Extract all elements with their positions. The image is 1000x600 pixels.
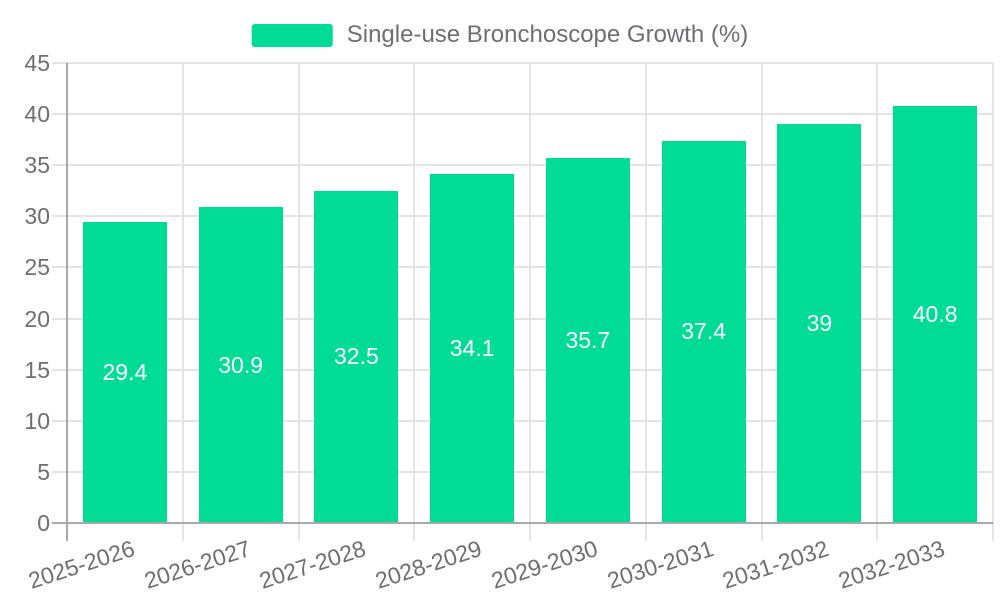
- y-axis-line: [66, 63, 68, 541]
- x-axis-line: [52, 522, 993, 524]
- bar-value-label: 39: [806, 310, 833, 337]
- x-axis-tick-label: 2029-2030: [487, 535, 601, 594]
- y-gridline: [52, 113, 993, 116]
- bar: 37.4: [661, 140, 746, 523]
- y-axis-tick-label: 35: [24, 152, 50, 179]
- y-gridline: [52, 368, 993, 371]
- legend-item[interactable]: Single-use Bronchoscope Growth (%): [251, 21, 749, 49]
- y-axis-tick-label: 20: [24, 305, 50, 332]
- y-gridline: [52, 470, 993, 473]
- x-axis-tick-label: 2028-2029: [372, 535, 485, 594]
- bar-value-label: 40.8: [912, 300, 958, 327]
- x-axis-tick-label: 2025-2026: [24, 535, 138, 594]
- x-axis-tick-label: 2032-2033: [835, 535, 948, 594]
- bar-value-label: 34.1: [449, 335, 495, 362]
- bar: 34.1: [430, 174, 515, 523]
- x-gridline: [760, 63, 763, 541]
- bar-value-label: 37.4: [681, 318, 726, 345]
- bar: 32.5: [314, 190, 399, 523]
- y-axis-tick-label: 45: [24, 50, 50, 76]
- bar-value-label: 29.4: [102, 359, 148, 386]
- y-gridline: [52, 317, 993, 320]
- y-gridline: [52, 62, 993, 64]
- y-gridline: [52, 419, 993, 422]
- y-axis-tick-label: 10: [24, 407, 50, 434]
- bar: 35.7: [545, 158, 630, 523]
- x-axis-tick-label: 2031-2032: [719, 535, 833, 594]
- bar: 40.8: [893, 105, 978, 523]
- y-axis-tick-label: 40: [24, 101, 50, 128]
- x-axis-tick-label: 2030-2031: [603, 535, 717, 594]
- y-axis-tick-label: 15: [24, 356, 50, 383]
- bar-value-label: 32.5: [333, 343, 379, 370]
- legend-label: Single-use Bronchoscope Growth (%): [346, 21, 749, 48]
- x-gridline: [644, 63, 647, 541]
- bar: 30.9: [198, 207, 283, 523]
- y-gridline: [52, 215, 993, 218]
- y-axis-tick-label: 0: [37, 510, 50, 536]
- bar: 29.4: [82, 222, 167, 523]
- y-axis-tick-label: 30: [24, 203, 50, 230]
- x-gridline: [297, 63, 300, 541]
- x-axis-tick-label: 2026-2027: [140, 535, 254, 594]
- y-axis-tick-label: 25: [24, 254, 50, 281]
- bar: 39: [777, 124, 862, 523]
- legend-swatch: [251, 23, 333, 47]
- x-gridline: [876, 63, 879, 541]
- x-axis-tick-label: 2027-2028: [256, 535, 370, 594]
- x-gridline: [413, 63, 416, 541]
- x-gridline: [992, 63, 994, 541]
- x-gridline: [181, 63, 184, 541]
- y-gridline: [52, 266, 993, 269]
- bar-value-label: 35.7: [565, 327, 611, 354]
- y-gridline: [52, 164, 993, 167]
- y-axis-tick-label: 5: [37, 458, 50, 485]
- bar-value-label: 30.9: [218, 351, 263, 378]
- x-gridline: [529, 63, 531, 541]
